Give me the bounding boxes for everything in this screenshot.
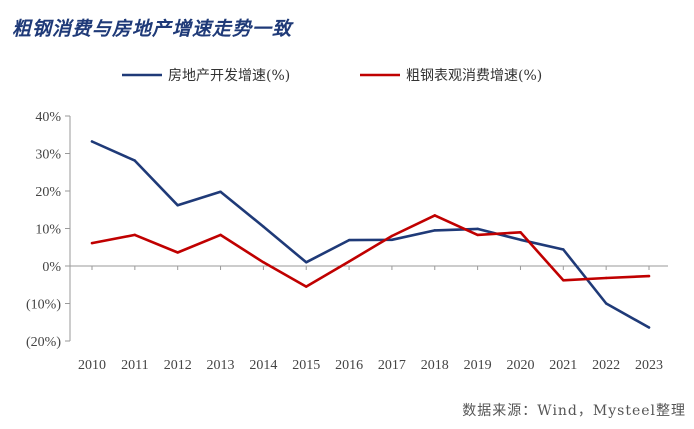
chart-title: 粗钢消费与房地产增速走势一致 bbox=[12, 18, 293, 40]
data-point bbox=[647, 326, 651, 329]
data-point bbox=[390, 234, 394, 238]
y-tick-label: 30% bbox=[35, 148, 61, 163]
x-tick-label: 2011 bbox=[121, 358, 148, 373]
y-tick-label: 40% bbox=[35, 110, 61, 125]
data-point bbox=[476, 227, 479, 231]
legend-label-1: 房地产开发增速(%) bbox=[168, 68, 290, 84]
y-tick-label: (20%) bbox=[26, 335, 61, 350]
data-point bbox=[219, 190, 222, 193]
legend-label-2: 粗钢表观消费增速(%) bbox=[406, 68, 542, 84]
source-note: 数据来源：Wind，Mysteel整理 bbox=[462, 403, 686, 419]
x-tick-label: 2013 bbox=[207, 358, 235, 373]
data-point bbox=[176, 204, 179, 207]
data-point bbox=[347, 260, 351, 263]
data-point bbox=[262, 261, 265, 264]
data-point bbox=[604, 276, 608, 280]
data-point bbox=[90, 140, 94, 143]
series-line-2 bbox=[90, 214, 651, 288]
x-tick-label: 2021 bbox=[549, 358, 577, 373]
data-point bbox=[305, 285, 308, 288]
data-point bbox=[519, 238, 522, 241]
y-tick-label: 10% bbox=[35, 223, 61, 238]
data-point bbox=[90, 241, 94, 245]
data-point bbox=[133, 233, 137, 237]
data-point bbox=[604, 302, 608, 305]
series-layer bbox=[90, 140, 651, 329]
x-tick-label: 2020 bbox=[506, 358, 534, 373]
data-point bbox=[176, 251, 179, 254]
data-point bbox=[219, 233, 222, 237]
x-tick-label: 2022 bbox=[592, 358, 620, 373]
x-tick-label: 2023 bbox=[635, 358, 663, 373]
y-tick-label: 0% bbox=[42, 260, 61, 275]
x-tick-label: 2016 bbox=[335, 358, 363, 373]
data-point bbox=[133, 159, 137, 162]
y-axis: 40% 30% 20% 10% 0% (10%) (20%) bbox=[26, 110, 71, 350]
data-point bbox=[262, 225, 265, 228]
x-tick-label: 2012 bbox=[164, 358, 192, 373]
y-tick-label: (10%) bbox=[26, 298, 61, 313]
y-tick-label: 20% bbox=[35, 185, 61, 200]
x-tick-label: 2015 bbox=[292, 358, 320, 373]
data-point bbox=[476, 233, 479, 237]
x-tick-label: 2017 bbox=[378, 358, 406, 373]
x-tick-label: 2019 bbox=[464, 358, 492, 373]
data-point bbox=[562, 279, 565, 282]
data-point bbox=[647, 274, 651, 278]
data-point bbox=[433, 214, 436, 217]
x-axis: 2010 2011 2012 2013 2014 2015 2016 2017 2018 2019… bbox=[70, 265, 668, 373]
x-tick-label: 2014 bbox=[249, 358, 277, 373]
data-point bbox=[390, 238, 394, 241]
data-point bbox=[562, 248, 565, 251]
data-point bbox=[305, 261, 308, 264]
x-tick-label: 2018 bbox=[421, 358, 449, 373]
series-line-1 bbox=[90, 140, 651, 329]
data-point bbox=[347, 238, 351, 242]
legend: 房地产开发增速(%) 粗钢表观消费增速(%) bbox=[122, 68, 542, 84]
x-tick-label: 2010 bbox=[78, 358, 106, 373]
data-point bbox=[519, 231, 522, 234]
data-point bbox=[433, 229, 436, 232]
